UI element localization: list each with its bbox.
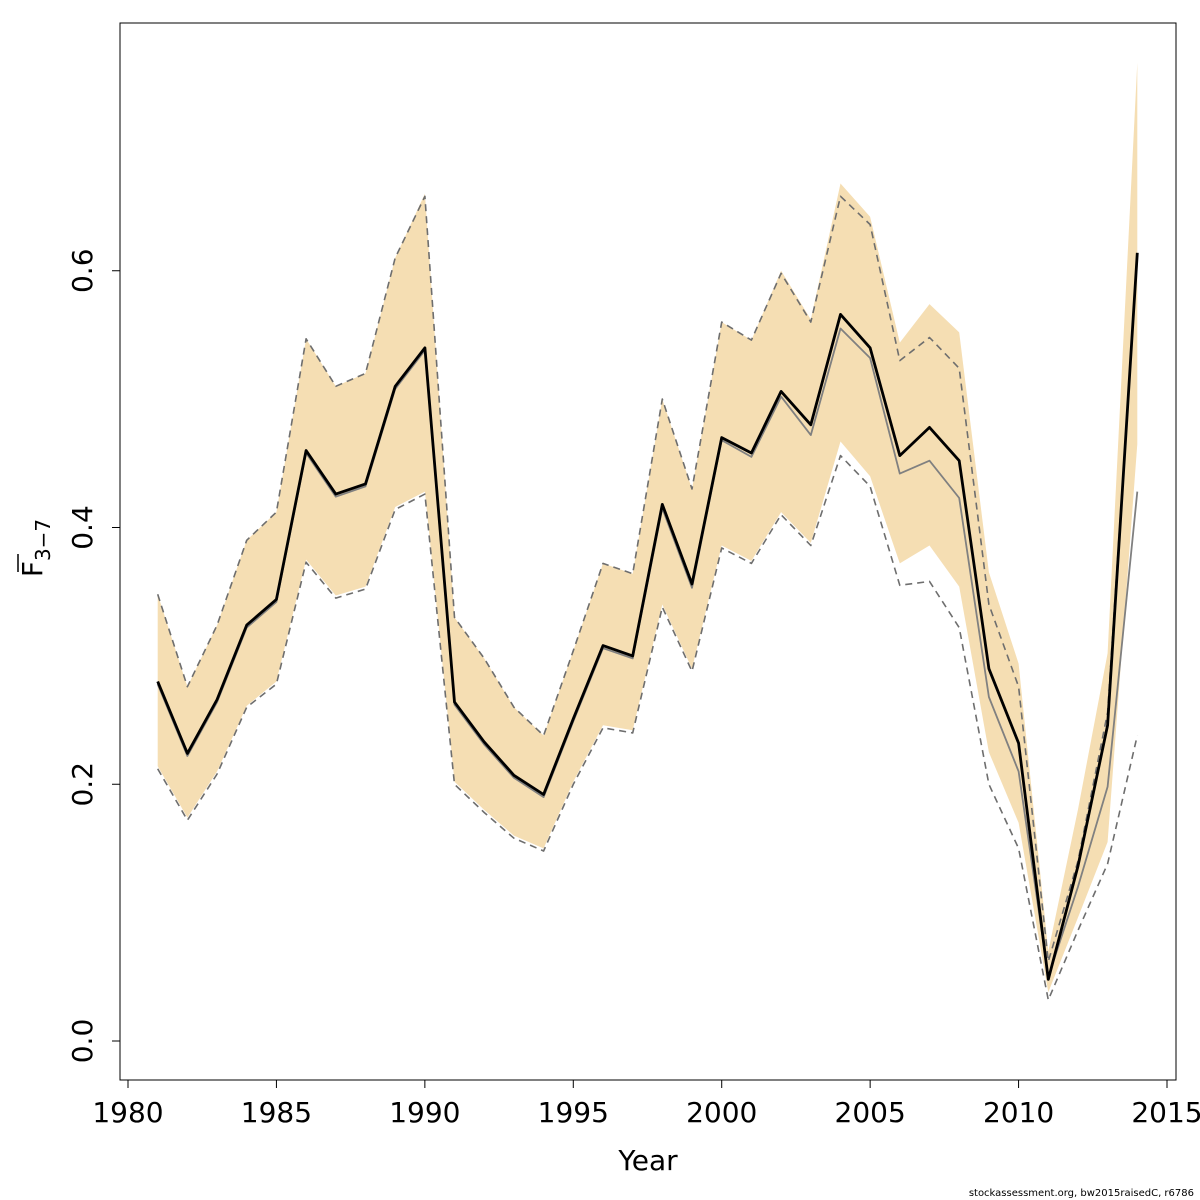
retro-lower-ci-line bbox=[157, 454, 1139, 1001]
estimate-line bbox=[156, 252, 1139, 981]
x-tick-label: 2010 bbox=[983, 1096, 1054, 1129]
confidence-band bbox=[157, 62, 1138, 993]
x-tick-label: 1985 bbox=[241, 1096, 312, 1129]
x-tick-label: 1990 bbox=[389, 1096, 460, 1129]
source-footnote: stockassessment.org, bw2015raisedC, r678… bbox=[969, 1188, 1194, 1199]
y-axis-title: F3−7 bbox=[16, 519, 55, 577]
confidence-band-layer bbox=[157, 62, 1138, 993]
x-tick-label: 2005 bbox=[835, 1096, 906, 1129]
y-tick-label: 0.2 bbox=[66, 762, 99, 807]
y-tick-label: 0.6 bbox=[66, 248, 99, 293]
y-axis-title-subscript: 3−7 bbox=[31, 519, 55, 561]
x-tick-label: 2015 bbox=[1131, 1096, 1200, 1129]
retro-upper-ci-line bbox=[156, 195, 1139, 963]
y-tick-label: 0.0 bbox=[66, 1019, 99, 1064]
x-axis-title: Year bbox=[617, 1144, 678, 1177]
x-tick-label: 1980 bbox=[92, 1096, 163, 1129]
x-tick-label: 2000 bbox=[686, 1096, 757, 1129]
y-axis-title-main: F bbox=[16, 561, 49, 577]
x-tick-label: 1995 bbox=[538, 1096, 609, 1129]
series-lines-layer bbox=[156, 195, 1139, 1001]
x-axis: 1980 1985 1990 1995 2000 2005 2010 2015 bbox=[92, 1079, 1200, 1129]
svg-text:F3−7: F3−7 bbox=[16, 519, 55, 577]
y-axis: 0.0 0.2 0.4 0.6 bbox=[66, 248, 121, 1064]
y-tick-label: 0.4 bbox=[66, 505, 99, 550]
